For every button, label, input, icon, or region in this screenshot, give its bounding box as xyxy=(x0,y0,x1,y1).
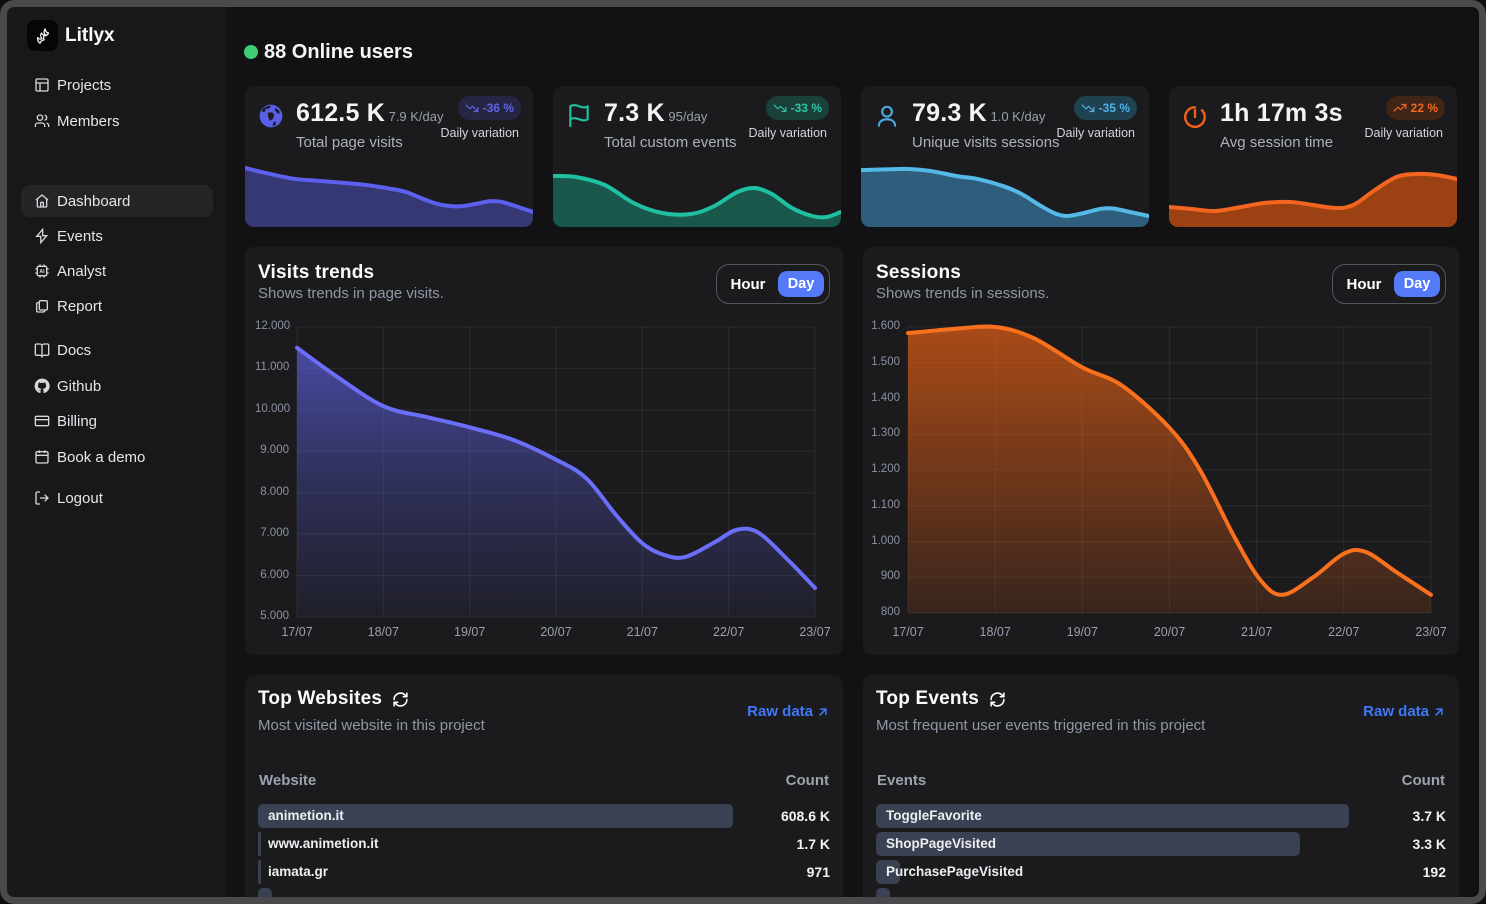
svg-text:AI: AI xyxy=(39,269,45,275)
